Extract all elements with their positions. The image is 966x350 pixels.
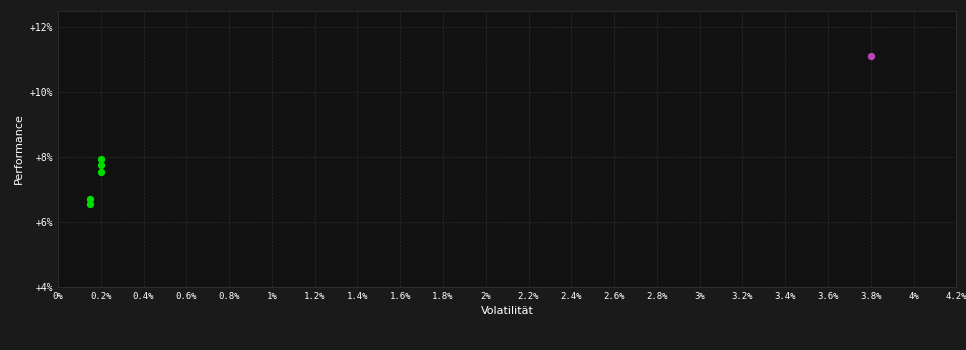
X-axis label: Volatilität: Volatilität: [481, 306, 533, 316]
Point: [82, 201, 98, 207]
Y-axis label: Performance: Performance: [14, 113, 24, 184]
Point: [82, 196, 98, 201]
Point: [93, 169, 108, 174]
Point: [93, 156, 108, 161]
Point: [863, 53, 878, 59]
Point: [93, 162, 108, 168]
